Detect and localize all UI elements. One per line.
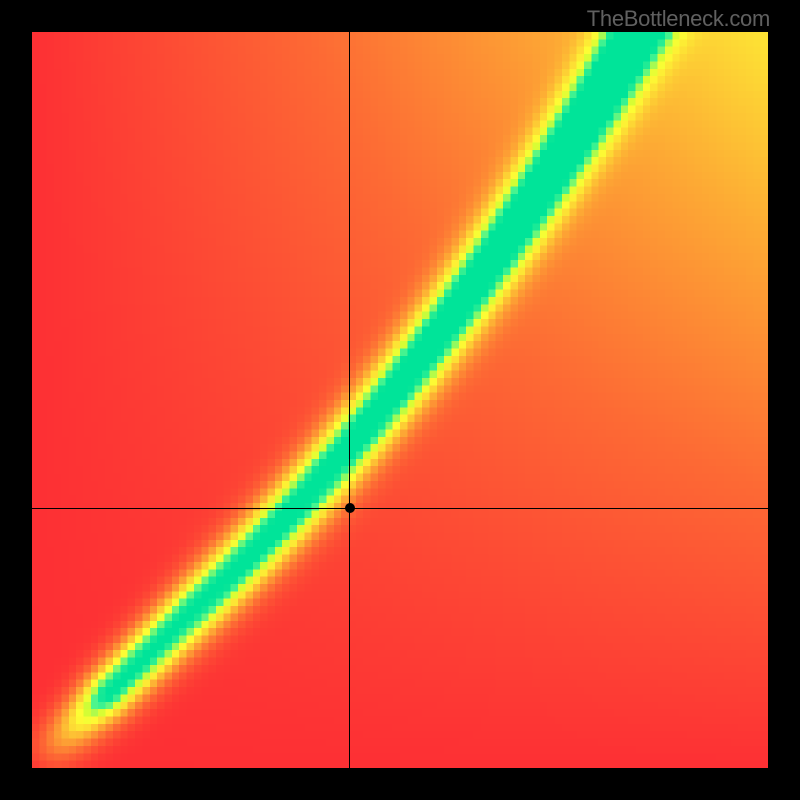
attribution-text: TheBottleneck.com [587, 6, 770, 32]
crosshair-horizontal [32, 508, 768, 509]
crosshair-vertical [349, 32, 350, 768]
plot-frame [32, 32, 768, 768]
chart-container: TheBottleneck.com [0, 0, 800, 800]
heatmap-canvas [32, 32, 768, 768]
crosshair-marker [345, 503, 355, 513]
